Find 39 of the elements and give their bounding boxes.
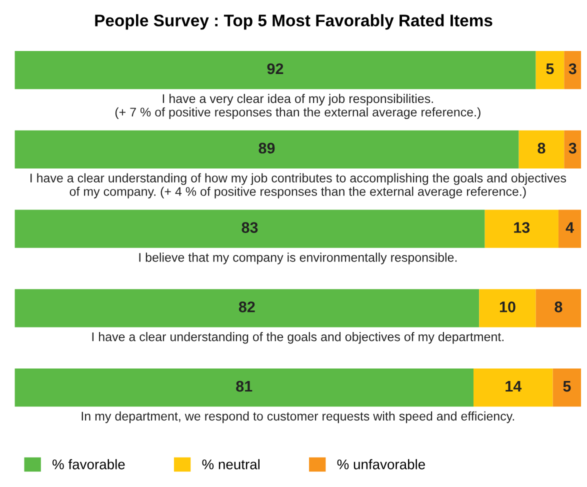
bar — [14, 51, 536, 90]
data-label: 82 — [238, 302, 255, 312]
data-label: 81 — [236, 380, 252, 392]
bar — [552, 368, 582, 407]
data-label: 8 — [554, 302, 562, 312]
bar — [14, 210, 485, 248]
data-label: 5 — [546, 64, 554, 74]
bar — [14, 130, 519, 169]
y-tick-label: I have a very clear idea of my job responsibilities. (+ 7 % of positive responses than the external average reference.) — [115, 94, 480, 120]
bar — [564, 130, 582, 169]
data-label: 89 — [258, 142, 275, 154]
y-tick-label: I have a clear understanding of the goals and objectives of my department. — [92, 332, 504, 344]
bar — [14, 289, 480, 328]
data-label: 92 — [267, 63, 284, 74]
bar — [536, 289, 582, 328]
bar — [14, 368, 474, 407]
data-label: 13 — [514, 222, 530, 233]
legend-label: % neutral — [202, 459, 260, 470]
data-label: 3 — [568, 63, 576, 74]
bar — [484, 210, 558, 248]
legend-label: % unfavorable — [337, 459, 425, 470]
bar — [518, 130, 564, 169]
data-label: 10 — [500, 302, 516, 312]
bar — [479, 289, 536, 328]
data-label: 4 — [566, 222, 574, 233]
y-tick-label: In my department, we respond to customer requests with speed and efficiency. — [82, 411, 514, 424]
data-label: 83 — [242, 222, 258, 233]
data-label: 8 — [538, 142, 546, 154]
y-tick-label: I have a clear understanding of how my job contributes to accomplishing the goals and objectives of my company. (+ 4 % of positive responses than the external average reference.) — [30, 173, 566, 198]
y-tick-label: I believe that my company is environmentally responsible. — [139, 252, 457, 264]
bar — [536, 51, 564, 90]
data-label: 14 — [506, 381, 522, 392]
legend-label: % favorable — [52, 459, 125, 470]
data-label: 3 — [568, 142, 576, 154]
bar — [558, 210, 582, 248]
chart-title: People Survey : Top 5 Most Favorably Rated Items — [95, 14, 492, 30]
data-label: 5 — [563, 381, 571, 392]
bar — [564, 51, 582, 90]
bar — [474, 368, 553, 407]
